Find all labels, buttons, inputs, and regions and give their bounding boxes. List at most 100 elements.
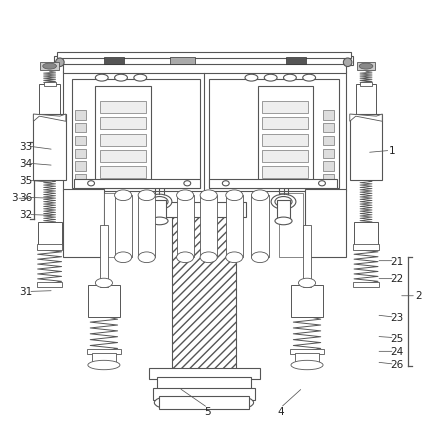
Bar bbox=[291, 285, 323, 317]
Ellipse shape bbox=[343, 58, 352, 66]
Ellipse shape bbox=[226, 252, 243, 263]
Text: 3: 3 bbox=[11, 193, 17, 203]
Text: 21: 21 bbox=[390, 257, 404, 266]
Text: 23: 23 bbox=[390, 313, 404, 323]
Bar bbox=[177, 195, 194, 257]
Bar bbox=[209, 178, 337, 188]
Bar bbox=[104, 193, 128, 257]
Bar bbox=[39, 84, 60, 116]
Ellipse shape bbox=[291, 360, 323, 370]
Bar bbox=[290, 349, 324, 354]
Ellipse shape bbox=[359, 63, 373, 69]
Text: 1: 1 bbox=[389, 146, 396, 156]
Bar bbox=[323, 174, 334, 184]
Ellipse shape bbox=[184, 181, 191, 186]
Bar bbox=[159, 396, 249, 409]
Ellipse shape bbox=[88, 360, 120, 370]
Bar bbox=[75, 161, 86, 171]
Bar bbox=[262, 150, 308, 162]
Bar bbox=[74, 178, 200, 188]
Ellipse shape bbox=[147, 194, 172, 209]
Ellipse shape bbox=[134, 74, 147, 81]
Ellipse shape bbox=[303, 74, 315, 81]
Ellipse shape bbox=[115, 74, 128, 81]
Ellipse shape bbox=[43, 63, 56, 69]
Bar bbox=[63, 71, 346, 191]
Text: 2: 2 bbox=[415, 291, 421, 301]
Polygon shape bbox=[33, 114, 66, 121]
Ellipse shape bbox=[138, 190, 155, 201]
Ellipse shape bbox=[154, 397, 183, 409]
Bar bbox=[209, 79, 339, 188]
Ellipse shape bbox=[225, 397, 253, 409]
Bar bbox=[323, 136, 334, 145]
Text: 24: 24 bbox=[390, 347, 404, 357]
Ellipse shape bbox=[115, 190, 132, 201]
Ellipse shape bbox=[200, 252, 217, 263]
Ellipse shape bbox=[264, 74, 277, 81]
Bar bbox=[277, 199, 290, 219]
Bar bbox=[72, 79, 200, 188]
Bar bbox=[170, 57, 195, 64]
Ellipse shape bbox=[88, 181, 94, 186]
Bar bbox=[226, 195, 243, 257]
Bar bbox=[153, 199, 166, 219]
Bar bbox=[75, 174, 86, 184]
Text: 26: 26 bbox=[390, 360, 404, 370]
Bar bbox=[353, 282, 379, 287]
Ellipse shape bbox=[252, 190, 268, 201]
Bar bbox=[95, 86, 151, 182]
Ellipse shape bbox=[275, 196, 292, 207]
Text: 36: 36 bbox=[19, 193, 32, 203]
Ellipse shape bbox=[252, 252, 268, 263]
Bar bbox=[104, 57, 124, 64]
Bar bbox=[200, 195, 217, 257]
Ellipse shape bbox=[55, 58, 64, 66]
Bar bbox=[33, 114, 66, 180]
Bar bbox=[40, 62, 59, 70]
Bar bbox=[353, 245, 379, 250]
Bar bbox=[100, 166, 146, 178]
Ellipse shape bbox=[95, 278, 113, 287]
Bar bbox=[54, 56, 353, 65]
Bar bbox=[138, 195, 155, 257]
Bar bbox=[92, 353, 116, 362]
Bar bbox=[100, 134, 146, 146]
Bar bbox=[87, 349, 121, 354]
Bar bbox=[100, 150, 146, 162]
Bar bbox=[153, 388, 255, 400]
Ellipse shape bbox=[177, 190, 194, 201]
Bar bbox=[149, 369, 260, 379]
Bar bbox=[323, 110, 334, 120]
Bar bbox=[63, 64, 346, 73]
Ellipse shape bbox=[151, 217, 168, 225]
Bar bbox=[262, 101, 308, 113]
Text: 33: 33 bbox=[19, 142, 32, 152]
Text: 4: 4 bbox=[277, 407, 284, 417]
Bar bbox=[100, 118, 146, 130]
Ellipse shape bbox=[95, 74, 108, 81]
Bar bbox=[75, 110, 86, 120]
Ellipse shape bbox=[271, 194, 296, 209]
Ellipse shape bbox=[226, 190, 243, 201]
Bar bbox=[262, 134, 308, 146]
Bar bbox=[100, 101, 146, 113]
Bar bbox=[356, 84, 376, 116]
Ellipse shape bbox=[284, 74, 296, 81]
Bar bbox=[258, 86, 314, 182]
Bar bbox=[157, 377, 252, 390]
Bar bbox=[162, 202, 246, 217]
Text: 5: 5 bbox=[205, 407, 211, 417]
Text: 22: 22 bbox=[390, 275, 404, 284]
Bar bbox=[286, 57, 306, 64]
Polygon shape bbox=[350, 114, 382, 121]
Bar bbox=[323, 161, 334, 171]
Bar bbox=[354, 222, 378, 245]
Bar bbox=[43, 82, 55, 86]
Bar bbox=[303, 225, 311, 287]
Bar bbox=[323, 148, 334, 158]
Text: 25: 25 bbox=[390, 333, 404, 344]
Bar bbox=[38, 222, 62, 245]
Ellipse shape bbox=[222, 181, 229, 186]
Ellipse shape bbox=[177, 252, 194, 263]
